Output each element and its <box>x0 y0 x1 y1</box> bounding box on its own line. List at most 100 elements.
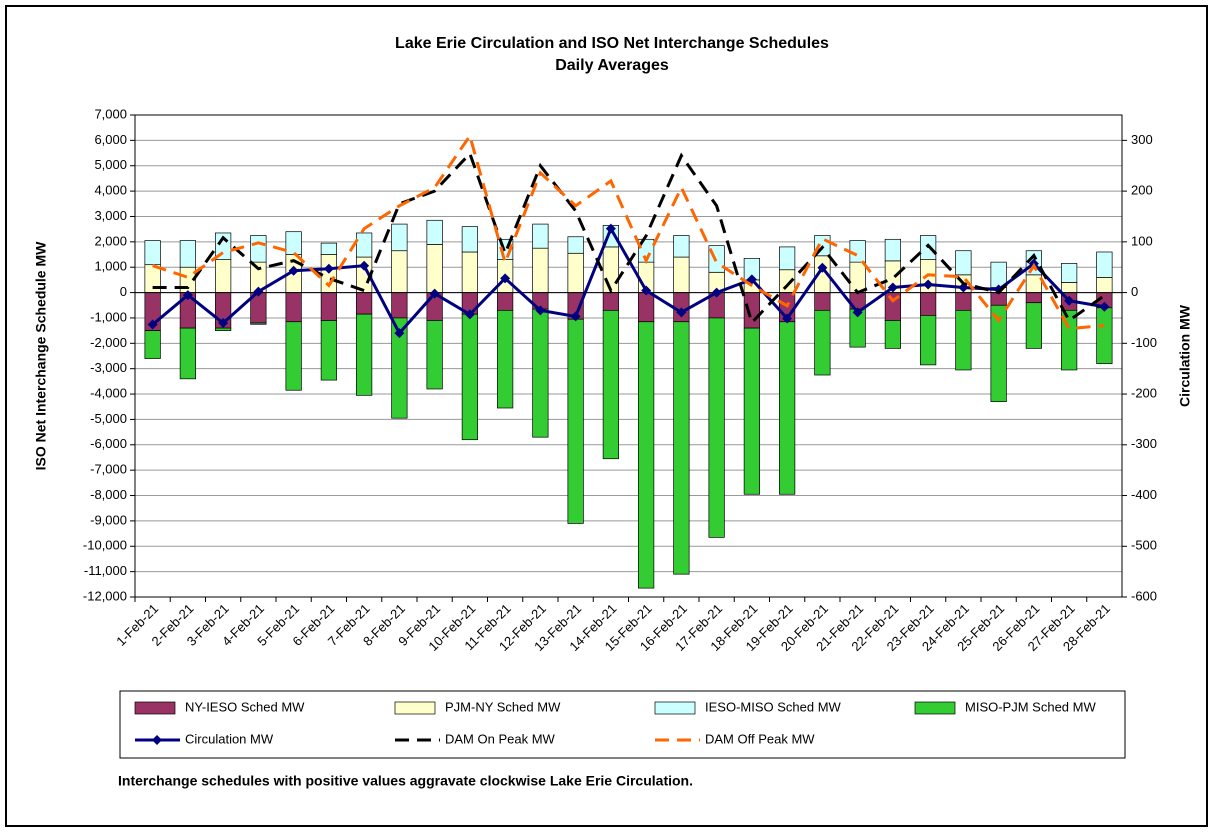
y-tick-label: -7,000 <box>90 462 127 477</box>
bar-segment <box>567 236 584 254</box>
bar-segment <box>849 261 866 293</box>
chart-title: Lake Erie Circulation and ISO Net Interc… <box>395 35 829 52</box>
series-marker <box>464 309 475 320</box>
bar-segment <box>391 317 408 419</box>
y-tick-label: -3,000 <box>90 360 127 375</box>
legend-label: DAM On Peak MW <box>445 731 556 746</box>
bar-segment <box>250 322 267 325</box>
bar-segment <box>638 321 655 589</box>
bar-segment <box>215 259 232 293</box>
series-marker <box>535 305 546 316</box>
y2-tick-label: -500 <box>1131 538 1157 553</box>
legend-label: MISO-PJM Sched MW <box>965 699 1096 714</box>
bar-segment <box>461 313 478 441</box>
bar-segment <box>955 292 972 311</box>
bar-segment <box>638 292 655 323</box>
legend-label: IESO-MISO Sched MW <box>705 699 842 714</box>
bar-segment <box>532 308 549 438</box>
y-tick-label: -4,000 <box>90 385 127 400</box>
legend-swatch <box>654 701 696 715</box>
y2-tick-label: -300 <box>1131 436 1157 451</box>
y-tick-label: 6,000 <box>94 132 127 147</box>
y2-tick-label: 300 <box>1131 132 1153 147</box>
series-marker <box>147 319 158 330</box>
y2-tick-label: 200 <box>1131 183 1153 198</box>
bar-segment <box>567 318 584 524</box>
bar-segment <box>673 256 690 293</box>
bar-segment <box>779 246 796 271</box>
bar-segment <box>391 292 408 319</box>
bar-segment <box>1061 282 1078 293</box>
bar-segment <box>1061 309 1078 371</box>
series-marker <box>429 288 440 299</box>
bar-segment <box>356 292 373 315</box>
bar-segment <box>215 327 232 331</box>
series-marker <box>852 307 863 318</box>
footnote: Interchange schedules with positive valu… <box>118 773 693 789</box>
y-tick-label: 3,000 <box>94 208 127 223</box>
bar-segment <box>814 292 831 311</box>
bar-segment <box>144 240 161 266</box>
bar-segment <box>955 309 972 371</box>
bar-segment <box>391 250 408 293</box>
chart-subtitle: Daily Averages <box>555 57 669 74</box>
bar-segment <box>743 327 760 495</box>
bar-segment <box>955 250 972 276</box>
bar-segment <box>1096 251 1113 278</box>
series-marker <box>182 290 193 301</box>
series-marker <box>746 274 757 285</box>
bar-segment <box>285 321 302 391</box>
y-axis-title: ISO Net Interchange Schedule MW <box>33 241 49 470</box>
bar-segment <box>320 242 337 255</box>
bar-segment <box>920 315 937 366</box>
series-marker <box>711 287 722 298</box>
bar-segment <box>356 232 373 258</box>
y-tick-label: -11,000 <box>84 563 127 578</box>
bar-segment <box>144 330 161 359</box>
legend-swatch <box>394 701 436 715</box>
y2-tick-label: -600 <box>1131 588 1157 603</box>
y2-tick-label: 100 <box>1131 233 1153 248</box>
bar-segment <box>1061 263 1078 283</box>
bar-segment <box>461 226 478 253</box>
y2-tick-label: 0 <box>1131 284 1138 299</box>
y2-tick-label: -400 <box>1131 487 1157 502</box>
y-tick-label: 0 <box>120 284 127 299</box>
bar-segment <box>426 320 443 390</box>
bar-segment <box>426 244 443 293</box>
bar-segment <box>779 321 796 495</box>
series-marker <box>1099 301 1110 312</box>
bar-segment <box>497 292 514 311</box>
series-marker <box>570 311 581 322</box>
y2-tick-label: -200 <box>1131 385 1157 400</box>
series-marker <box>641 285 652 296</box>
series-marker <box>253 286 264 297</box>
bar-segment <box>532 247 549 293</box>
series-marker <box>359 260 370 271</box>
series-marker <box>394 328 405 339</box>
y2-tick-label: -100 <box>1131 335 1157 350</box>
series-line <box>152 132 1105 331</box>
y-tick-label: -5,000 <box>90 411 127 426</box>
bar-segment <box>1096 277 1113 293</box>
bar-segment <box>1096 307 1113 364</box>
bar-segment <box>673 235 690 258</box>
bar-segment <box>285 292 302 323</box>
series-marker <box>887 282 898 293</box>
y-tick-label: 1,000 <box>94 259 127 274</box>
bar-segment <box>884 238 901 262</box>
bar-segment <box>461 251 478 293</box>
legend-marker <box>152 735 162 745</box>
bar-segment <box>920 292 937 316</box>
bar-segment <box>602 309 619 460</box>
legend-label: NY-IESO Sched MW <box>185 699 305 714</box>
bar-segment <box>1025 292 1042 304</box>
bar-segment <box>532 223 549 249</box>
legend-label: DAM Off Peak MW <box>705 731 815 746</box>
y-tick-label: 7,000 <box>94 106 127 121</box>
series-marker <box>500 273 511 284</box>
bar-segment <box>673 321 690 575</box>
y-tick-label: -8,000 <box>90 487 127 502</box>
y-tick-label: 2,000 <box>94 233 127 248</box>
plot-area <box>135 115 1122 597</box>
